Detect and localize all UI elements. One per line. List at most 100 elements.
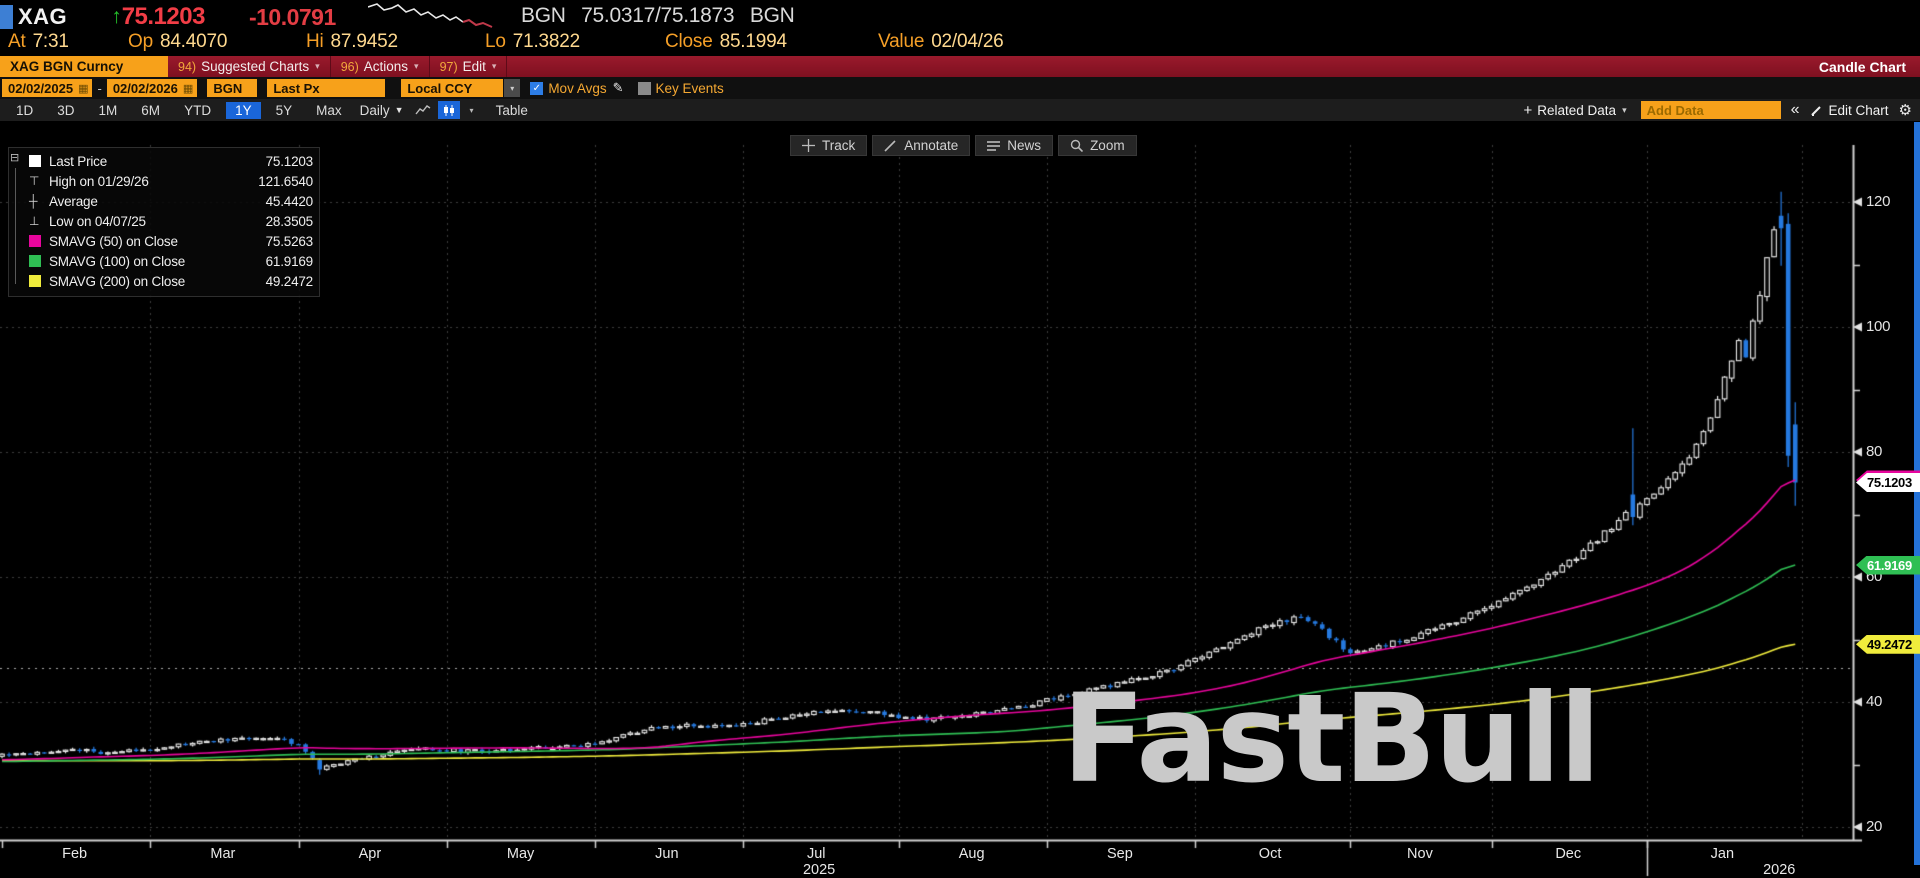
legend-row-6[interactable]: SMAVG (200) on Close 49.2472: [13, 271, 313, 291]
x-axis-month-jul: Jul: [806, 846, 826, 862]
ohlc-stat-hi: Hi 87.9452: [306, 31, 398, 53]
track-button[interactable]: Track: [790, 135, 868, 156]
ohlc-stat-at: At 7:31: [8, 31, 69, 53]
legend-label: SMAVG (50) on Close: [49, 233, 178, 249]
pencil-icon: [1810, 105, 1821, 116]
key-events-checkbox[interactable]: [637, 81, 651, 95]
gear-icon[interactable]: ⚙: [1898, 102, 1912, 119]
currency-select[interactable]: Local CCY: [401, 79, 504, 97]
calendar-icon: ▦: [78, 82, 89, 95]
mov-avgs-label: Mov Avgs: [548, 80, 607, 96]
y-axis-label-100: 100: [1866, 318, 1891, 335]
period-tab-1d[interactable]: 1D: [16, 102, 34, 118]
edit-mov-avgs-icon[interactable]: ✎: [612, 80, 624, 95]
sma200-tag: 49.2472: [1856, 634, 1920, 654]
stat-label: Op: [128, 31, 153, 52]
currency-dropdown-arrow[interactable]: ▾: [504, 79, 521, 97]
ohlc-stat-close: Close 85.1994: [665, 31, 787, 53]
x-axis-month-may: May: [506, 846, 535, 862]
date-to-input[interactable]: 02/02/2026 ▦: [106, 79, 198, 97]
add-data-input[interactable]: [1640, 101, 1781, 119]
legend-row-2[interactable]: ┼ Average 45.4420: [13, 191, 313, 211]
period-tab-ytd[interactable]: YTD: [184, 102, 212, 118]
plus-icon: +: [1523, 101, 1533, 119]
stat-value: 85.1994: [719, 31, 787, 52]
table-button[interactable]: Table: [495, 102, 528, 118]
ticker-box[interactable]: XAG BGN Curncy: [0, 56, 168, 77]
legend-value: 121.6540: [258, 173, 313, 189]
menu-suggested-charts[interactable]: 94) Suggested Charts ▾: [168, 56, 331, 77]
legend-label: SMAVG (200) on Close: [49, 273, 186, 289]
news-button[interactable]: News: [975, 135, 1054, 156]
ohlc-stat-op: Op 84.4070: [128, 31, 227, 53]
stat-value: 84.4070: [159, 31, 228, 52]
stat-value: 71.3822: [512, 31, 581, 52]
candle-chart-icon[interactable]: [437, 101, 460, 119]
edit-chart-button[interactable]: Edit Chart: [1810, 103, 1889, 118]
x-axis-month-nov: Nov: [1407, 846, 1433, 862]
chart-type-dropdown-arrow[interactable]: ▾: [469, 105, 474, 115]
y-axis-label-80: 80: [1866, 443, 1883, 460]
stat-label: Hi: [306, 31, 324, 52]
period-tab-5y[interactable]: 5Y: [275, 102, 293, 118]
legend-label: High on 01/29/26: [49, 173, 149, 189]
mov-avgs-checkbox[interactable]: ✓: [530, 81, 544, 95]
quote-source-label: BGN: [521, 4, 566, 27]
sma100-tag: 61.9169: [1856, 555, 1920, 575]
legend-label: Last Price: [49, 153, 108, 169]
source-select[interactable]: BGN: [207, 79, 258, 97]
period-bar: 1D 3D 1M 6M YTD 1Y 5Y Max Daily ▼ ▾ Table + Rela…: [0, 99, 1920, 122]
stat-label: Close: [665, 31, 713, 52]
legend-swatch: [29, 275, 49, 287]
stat-value: 7:31: [32, 31, 69, 52]
legend-value: 75.5263: [265, 233, 314, 249]
security-color-swatch: [0, 5, 13, 29]
menu-bar: XAG BGN Curncy 94) Suggested Charts ▾ 96) Ac…: [0, 56, 1920, 77]
key-events-label: Key Events: [655, 80, 724, 96]
period-tab-1y[interactable]: 1Y: [226, 101, 261, 119]
legend-row-1[interactable]: ⊤ High on 01/29/26 121.6540: [13, 171, 313, 191]
price-field-select[interactable]: Last Px: [267, 79, 386, 97]
menu-actions[interactable]: 96) Actions ▾: [331, 56, 430, 77]
zoom-button[interactable]: Zoom: [1058, 135, 1137, 156]
x-axis-month-jan: Jan: [1710, 846, 1735, 862]
stat-label: At: [8, 31, 26, 52]
collapse-icon[interactable]: «: [1790, 101, 1800, 118]
period-tab-max[interactable]: Max: [316, 102, 342, 118]
line-chart-icon[interactable]: [412, 101, 434, 119]
legend-expander-icon[interactable]: ⊟: [10, 152, 20, 164]
chevron-down-icon: ▾: [315, 61, 320, 71]
legend-row-4[interactable]: SMAVG (50) on Close 75.5263: [13, 231, 313, 251]
last-price-tag: 75.1203: [1856, 472, 1920, 492]
menu-item-label: Edit: [462, 59, 486, 74]
date-from-input[interactable]: 02/02/2025 ▦: [2, 79, 93, 97]
period-tab-6m[interactable]: 6M: [141, 102, 161, 118]
x-axis-month-oct: Oct: [1258, 846, 1282, 862]
last-price: 75.1203: [121, 3, 206, 30]
legend-row-5[interactable]: SMAVG (100) on Close 61.9169: [13, 251, 313, 271]
stat-label: Lo: [485, 31, 506, 52]
legend-row-3[interactable]: ⊥ Low on 04/07/25 28.3505: [13, 211, 313, 231]
period-tab-3d[interactable]: 3D: [57, 102, 75, 118]
fastbull-watermark: FastBull: [1062, 668, 1601, 810]
menu-item-label: Suggested Charts: [201, 59, 310, 74]
up-arrow-icon: ↑: [111, 5, 122, 28]
related-data-button[interactable]: + Related Data ▾: [1523, 101, 1627, 119]
chart-legend: ⊟ Last Price 75.1203 ⊤ High on 01/29/26 121.…: [8, 147, 320, 297]
ohlc-stat-lo: Lo 71.3822: [485, 31, 580, 53]
legend-swatch: [29, 155, 49, 167]
legend-value: 75.1203: [265, 153, 314, 169]
stat-value: 02/04/26: [931, 31, 1004, 52]
frequency-select[interactable]: Daily ▼: [359, 102, 404, 118]
legend-row-0[interactable]: Last Price 75.1203: [13, 151, 313, 171]
magnifier-icon: [1070, 139, 1084, 152]
period-tab-1m[interactable]: 1M: [98, 102, 118, 118]
x-axis-month-apr: Apr: [358, 846, 382, 862]
chevron-down-icon: ▾: [1622, 104, 1627, 115]
legend-tree-guide: [15, 168, 16, 284]
annotate-button[interactable]: Annotate: [872, 135, 971, 156]
menu-edit[interactable]: 97) Edit ▾: [430, 56, 508, 77]
legend-marker-icon: ⊥: [29, 214, 40, 228]
x-axis-month-dec: Dec: [1555, 846, 1582, 862]
